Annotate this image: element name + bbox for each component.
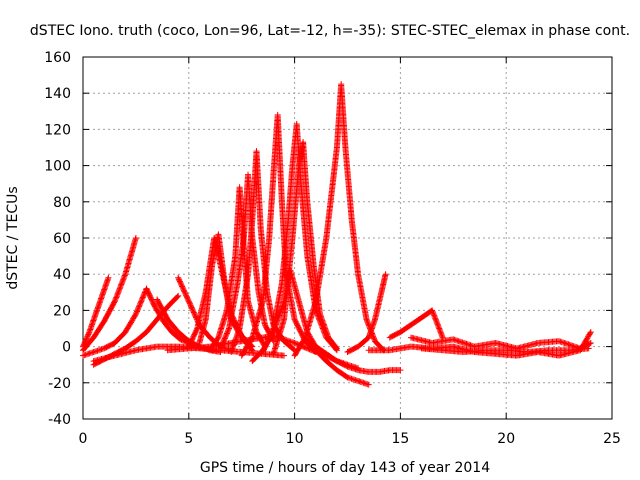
series-markers — [386, 307, 446, 341]
x-tick-label: 5 — [184, 431, 193, 447]
x-tick-label: 25 — [603, 431, 621, 447]
y-tick-label: 160 — [44, 50, 71, 66]
series-markers — [408, 334, 594, 352]
series-markers — [344, 271, 389, 355]
y-tick-label: -40 — [48, 412, 71, 428]
series-markers — [312, 343, 404, 375]
series-16 — [291, 81, 387, 359]
series-25 — [164, 332, 319, 355]
series-1 — [80, 235, 139, 354]
y-tick-label: 60 — [53, 231, 71, 247]
series-markers — [418, 345, 592, 355]
y-tick-label: -20 — [48, 376, 71, 392]
y-tick-label: 120 — [44, 122, 71, 138]
series-17 — [344, 271, 389, 355]
series-markers — [164, 332, 319, 355]
x-tick-label: 15 — [391, 431, 409, 447]
series-19 — [312, 343, 404, 375]
y-tick-label: 0 — [62, 340, 71, 356]
series-23 — [418, 345, 592, 355]
y-tick-label: 80 — [53, 195, 71, 211]
y-tick-label: 40 — [53, 267, 71, 283]
x-tick-label: 0 — [79, 431, 88, 447]
x-tick-label: 20 — [497, 431, 515, 447]
series-markers — [291, 81, 387, 359]
chart-title: dSTEC Iono. truth (coco, Lon=96, Lat=-12… — [30, 23, 630, 39]
data-points — [80, 81, 594, 388]
series-markers — [80, 285, 150, 359]
x-tick-label: 10 — [286, 431, 304, 447]
y-tick-label: 100 — [44, 159, 71, 175]
y-axis-title: dSTEC / TECUs — [5, 186, 21, 289]
series-2 — [80, 285, 150, 359]
series-21 — [408, 334, 594, 352]
y-tick-label: 140 — [44, 86, 71, 102]
y-tick-label: 20 — [53, 303, 71, 319]
axis-ticks: 0 5 10 15 20 25 -40 -20 0 20 40 60 80 100 120 140 160 — [44, 50, 621, 447]
series-20 — [386, 307, 446, 341]
x-axis-title: GPS time / hours of day 143 of year 2014 — [200, 460, 490, 476]
series-markers — [80, 235, 139, 354]
